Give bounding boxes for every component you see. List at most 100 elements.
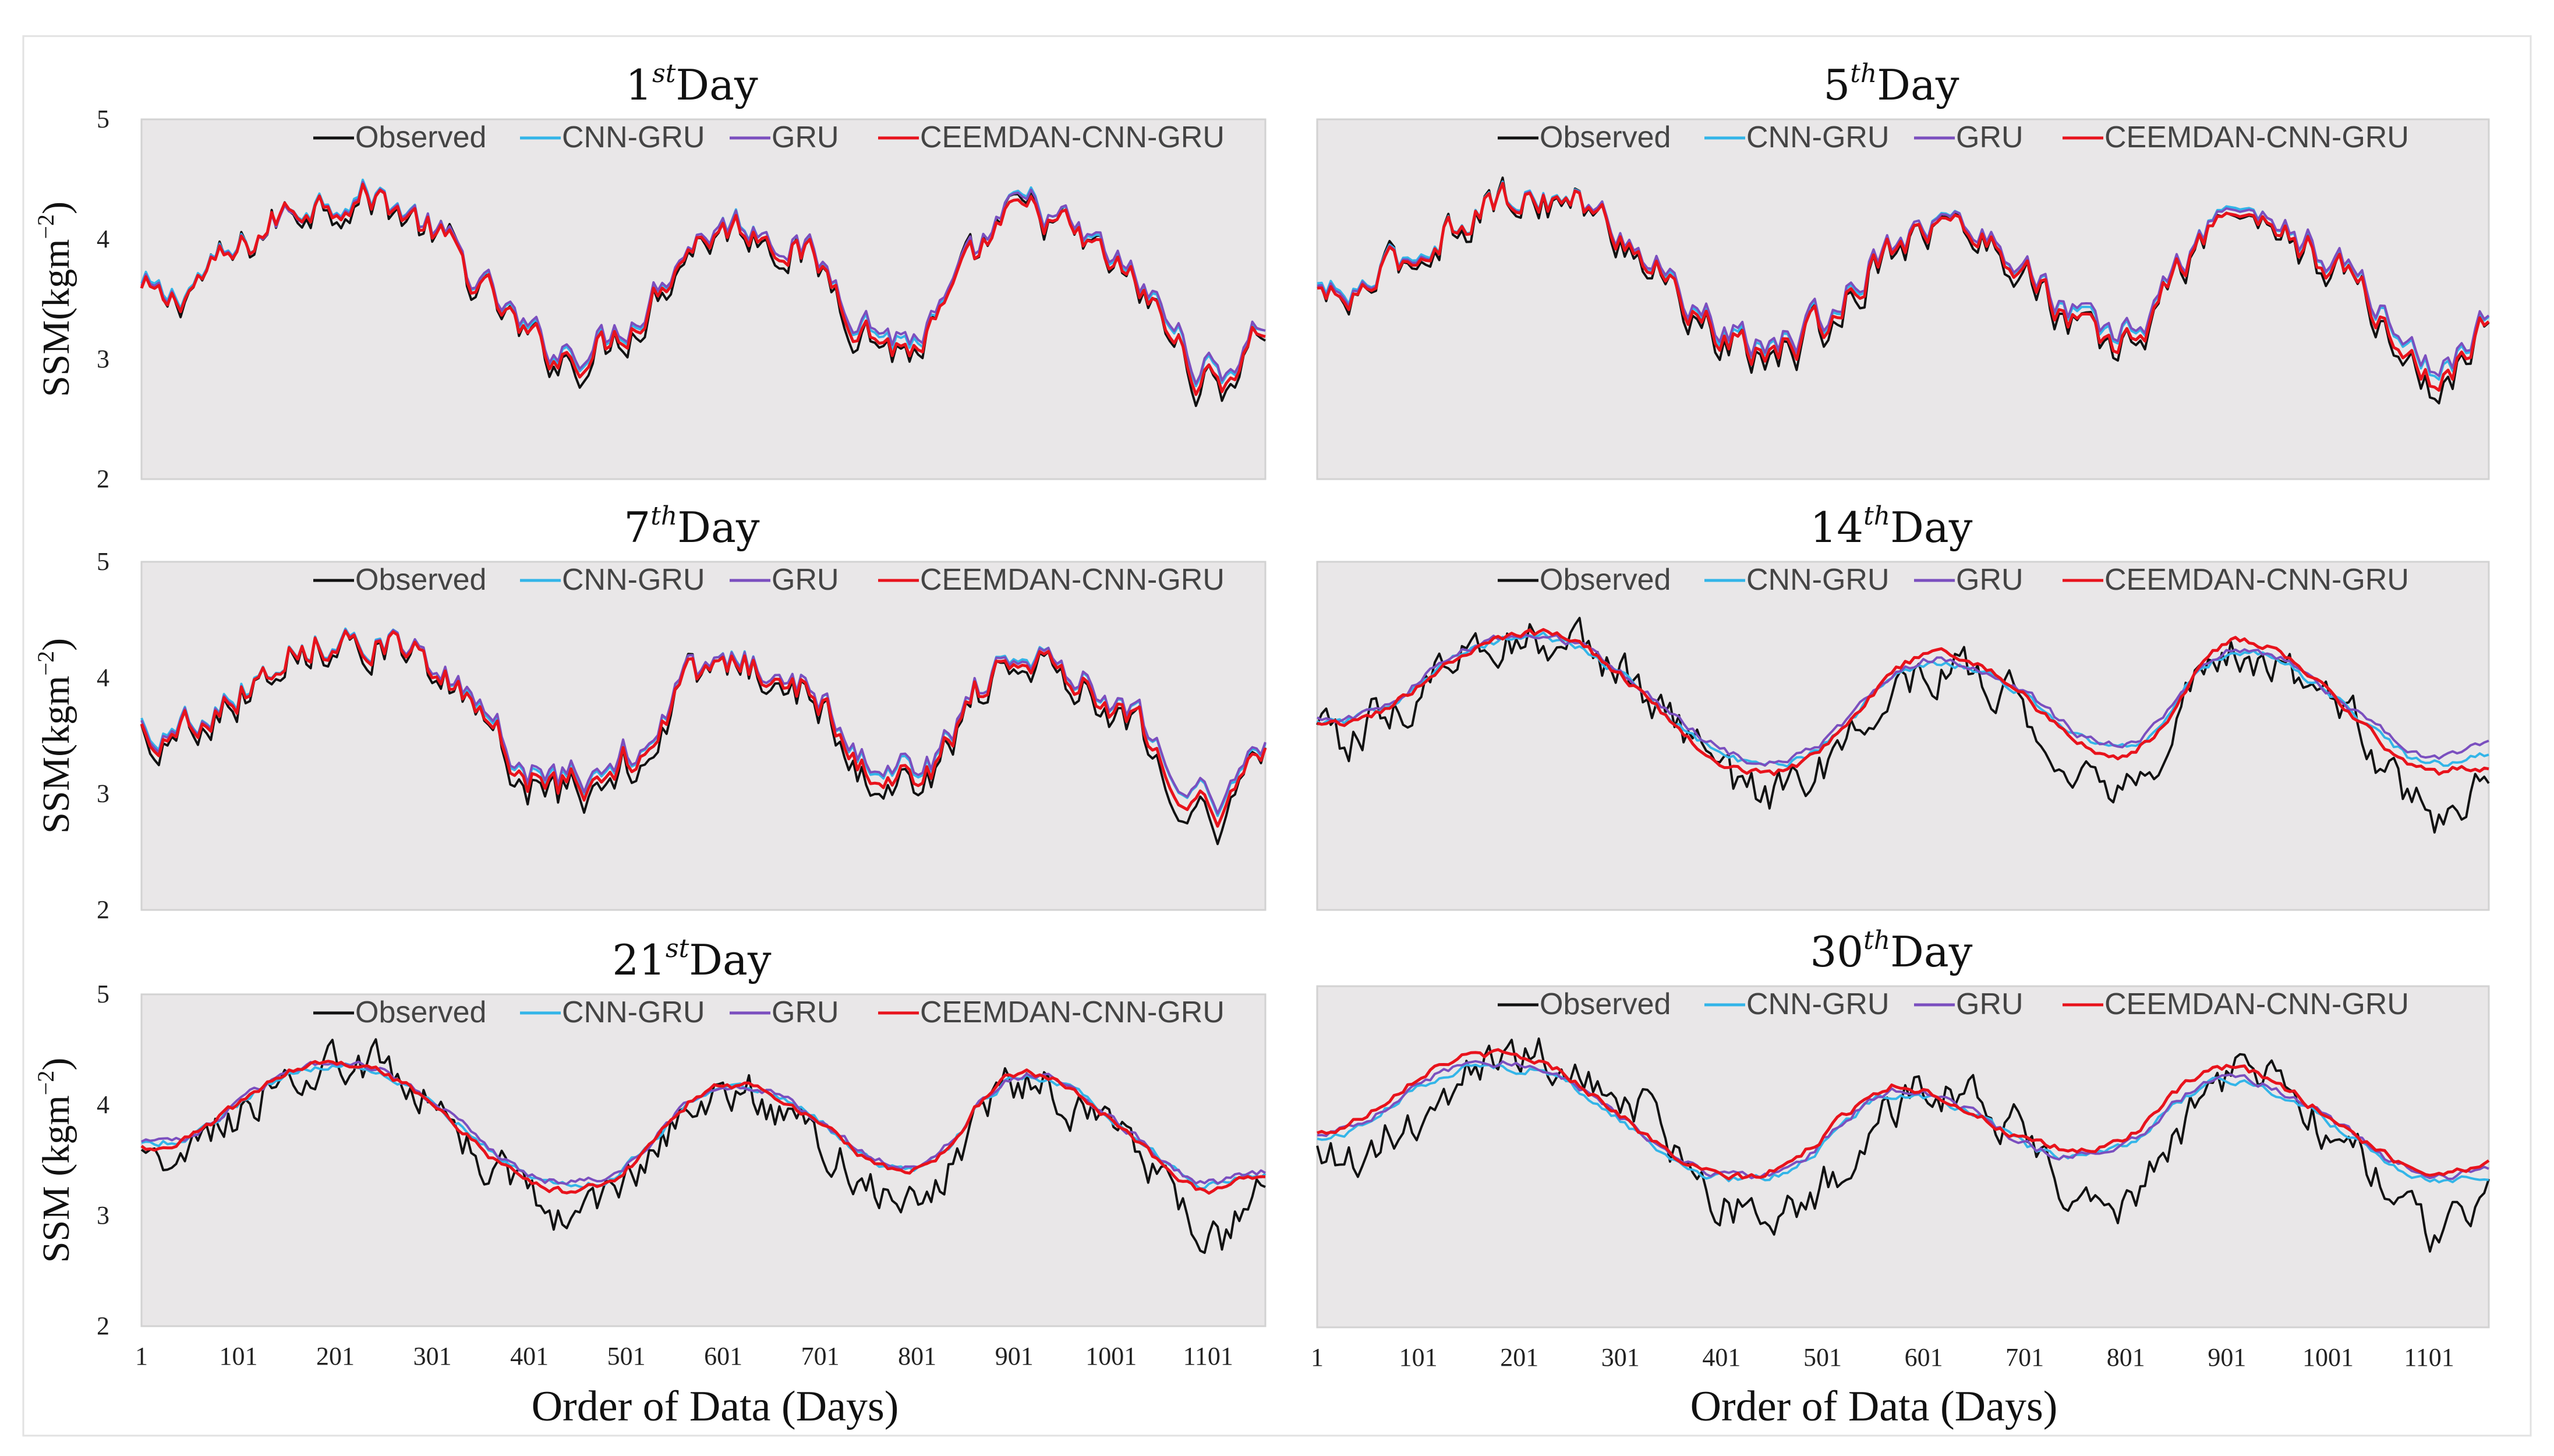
- legend-label: GRU: [772, 996, 839, 1029]
- legend-label: Observed: [355, 996, 486, 1029]
- plot-area: [140, 993, 1267, 1327]
- series-line-cnn-gru: [1317, 1063, 2489, 1184]
- chart-panel-2: 5thDay Observed CNN-GRU GRU CEEMDAN-CNN-GRU: [1316, 59, 2490, 480]
- title-ordinal: st: [666, 934, 689, 963]
- title-number: 21: [612, 936, 666, 984]
- x-tick-label: 401: [510, 1342, 549, 1370]
- legend-label: GRU: [1956, 987, 2024, 1021]
- x-tick-label: 1001: [2302, 1343, 2354, 1372]
- x-tick-label: 801: [898, 1342, 936, 1370]
- plot-area: [1316, 118, 2490, 480]
- x-tick-label: 1: [1311, 1343, 1324, 1372]
- legend-label: CNN-GRU: [1746, 987, 1890, 1021]
- chart-title: 21stDay: [612, 934, 772, 984]
- chart-title: 5thDay: [1823, 59, 1959, 109]
- series-line-gru: [1317, 633, 2489, 767]
- y-axis-label-close: ): [35, 201, 77, 214]
- y-tick-label: 3: [97, 1201, 109, 1230]
- y-tick-label: 2: [97, 1312, 109, 1340]
- title-ordinal: th: [650, 501, 677, 531]
- y-tick-label: 5: [97, 547, 109, 576]
- legend-label: GRU: [772, 121, 839, 154]
- chart-panel-3: 7thDay 2 3 4 5 SSM(kgm−2) Observed CNN-GRU GRU CE…: [33, 501, 1267, 924]
- y-axis-label-exponent: −2: [33, 651, 59, 676]
- legend-label: Observed: [355, 121, 486, 154]
- y-axis-label: SSM (kgm−2): [33, 1058, 77, 1263]
- y-axis-label-exponent: −2: [33, 1071, 59, 1096]
- x-axis-label: Order of Data (Days): [532, 1383, 899, 1430]
- legend-label: GRU: [1956, 563, 2024, 597]
- chart-panel-1: 1stDay 2 3 4 5 SSM(kgm−2) Observed CNN-GRU GRU CE…: [33, 59, 1267, 493]
- series-line-ceemdan-cnn-gru: [140, 629, 1267, 828]
- title-day: Day: [1890, 927, 1973, 976]
- legend-label: Observed: [1540, 121, 1671, 154]
- series-line-ceemdan-cnn-gru: [1317, 628, 2489, 777]
- x-tick-label: 1101: [2404, 1343, 2454, 1372]
- y-axis-label: SSM(kgm−2): [33, 638, 77, 834]
- y-tick-label: 3: [97, 780, 109, 808]
- title-day: Day: [1890, 503, 1973, 552]
- y-tick-label: 2: [97, 465, 109, 493]
- x-tick-label: 101: [1399, 1343, 1438, 1372]
- chart-title: 1stDay: [625, 59, 758, 109]
- legend-label: CEEMDAN-CNN-GRU: [2104, 121, 2409, 154]
- y-axis-label-main: SSM(kgm: [35, 239, 77, 397]
- y-tick-label: 2: [97, 895, 109, 924]
- title-ordinal: st: [652, 59, 676, 88]
- x-tick-label: 901: [995, 1342, 1034, 1370]
- x-tick-label: 801: [2107, 1343, 2145, 1372]
- legend-label: CNN-GRU: [562, 563, 705, 597]
- title-number: 1: [625, 61, 652, 109]
- series-line-gru: [1317, 1060, 2489, 1180]
- series-line-observed: [140, 1038, 1266, 1254]
- legend-label: CNN-GRU: [1746, 563, 1890, 597]
- title-number: 5: [1823, 61, 1850, 109]
- title-ordinal: th: [1863, 501, 1890, 531]
- x-tick-label: 201: [316, 1342, 355, 1370]
- title-day: Day: [1877, 61, 1959, 109]
- legend-label: CNN-GRU: [562, 996, 705, 1029]
- figure-frame: [22, 35, 2532, 1437]
- x-tick-label: 301: [413, 1342, 452, 1370]
- y-axis-label-close: ): [35, 638, 77, 651]
- title-number: 14: [1810, 503, 1864, 552]
- x-tick-label: 401: [1702, 1343, 1741, 1372]
- title-number: 7: [624, 503, 650, 552]
- y-tick-label: 5: [97, 980, 109, 1008]
- y-axis-label-main: SSM(kgm: [35, 676, 77, 834]
- x-tick-label: 101: [220, 1342, 258, 1370]
- y-tick-label: 4: [97, 1090, 109, 1119]
- legend-label: CNN-GRU: [1746, 121, 1890, 154]
- title-day: Day: [677, 503, 760, 552]
- y-tick-label: 5: [97, 105, 109, 133]
- title-ordinal: th: [1850, 59, 1877, 88]
- legend-label: Observed: [1540, 987, 1671, 1021]
- title-number: 30: [1810, 927, 1864, 976]
- legend-label: CEEMDAN-CNN-GRU: [920, 121, 1225, 154]
- legend-label: CNN-GRU: [562, 121, 705, 154]
- title-day: Day: [675, 61, 758, 109]
- y-axis-label-main: SSM (kgm: [35, 1095, 77, 1263]
- title-day: Day: [689, 936, 772, 984]
- legend-label: Observed: [355, 563, 486, 597]
- x-axis-label: Order of Data (Days): [1690, 1383, 2058, 1430]
- y-axis-label-close: ): [35, 1058, 77, 1071]
- chart-title: 7thDay: [624, 501, 759, 552]
- chart-title: 14thDay: [1810, 501, 1973, 552]
- x-tick-label: 901: [2208, 1343, 2246, 1372]
- legend-label: CEEMDAN-CNN-GRU: [920, 996, 1225, 1029]
- x-tick-label: 1: [135, 1342, 148, 1370]
- series-line-ceemdan-cnn-gru: [140, 182, 1266, 396]
- plot-area: [1316, 985, 2490, 1329]
- title-ordinal: th: [1863, 926, 1890, 955]
- series-line-observed: [1316, 617, 2490, 834]
- legend-label: Observed: [1540, 563, 1671, 597]
- legend-label: GRU: [1956, 121, 2024, 154]
- plot-area: [1316, 561, 2490, 911]
- series-line-ceemdan-cnn-gru: [1317, 182, 2490, 392]
- legend-label: GRU: [772, 563, 839, 597]
- chart-panel-4: 14thDay Observed CNN-GRU GRU CEEMDAN-CNN-GRU: [1316, 501, 2490, 911]
- x-tick-label: 701: [2005, 1343, 2044, 1372]
